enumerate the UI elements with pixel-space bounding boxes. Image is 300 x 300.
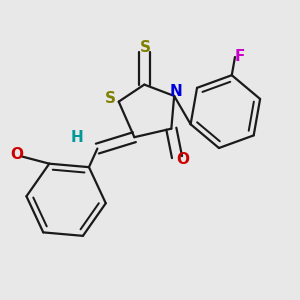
Text: S: S: [140, 40, 150, 55]
Text: O: O: [10, 147, 23, 162]
Text: F: F: [235, 50, 245, 64]
Text: N: N: [169, 84, 182, 99]
Text: O: O: [176, 152, 189, 167]
Text: S: S: [105, 91, 116, 106]
Text: H: H: [71, 130, 84, 145]
